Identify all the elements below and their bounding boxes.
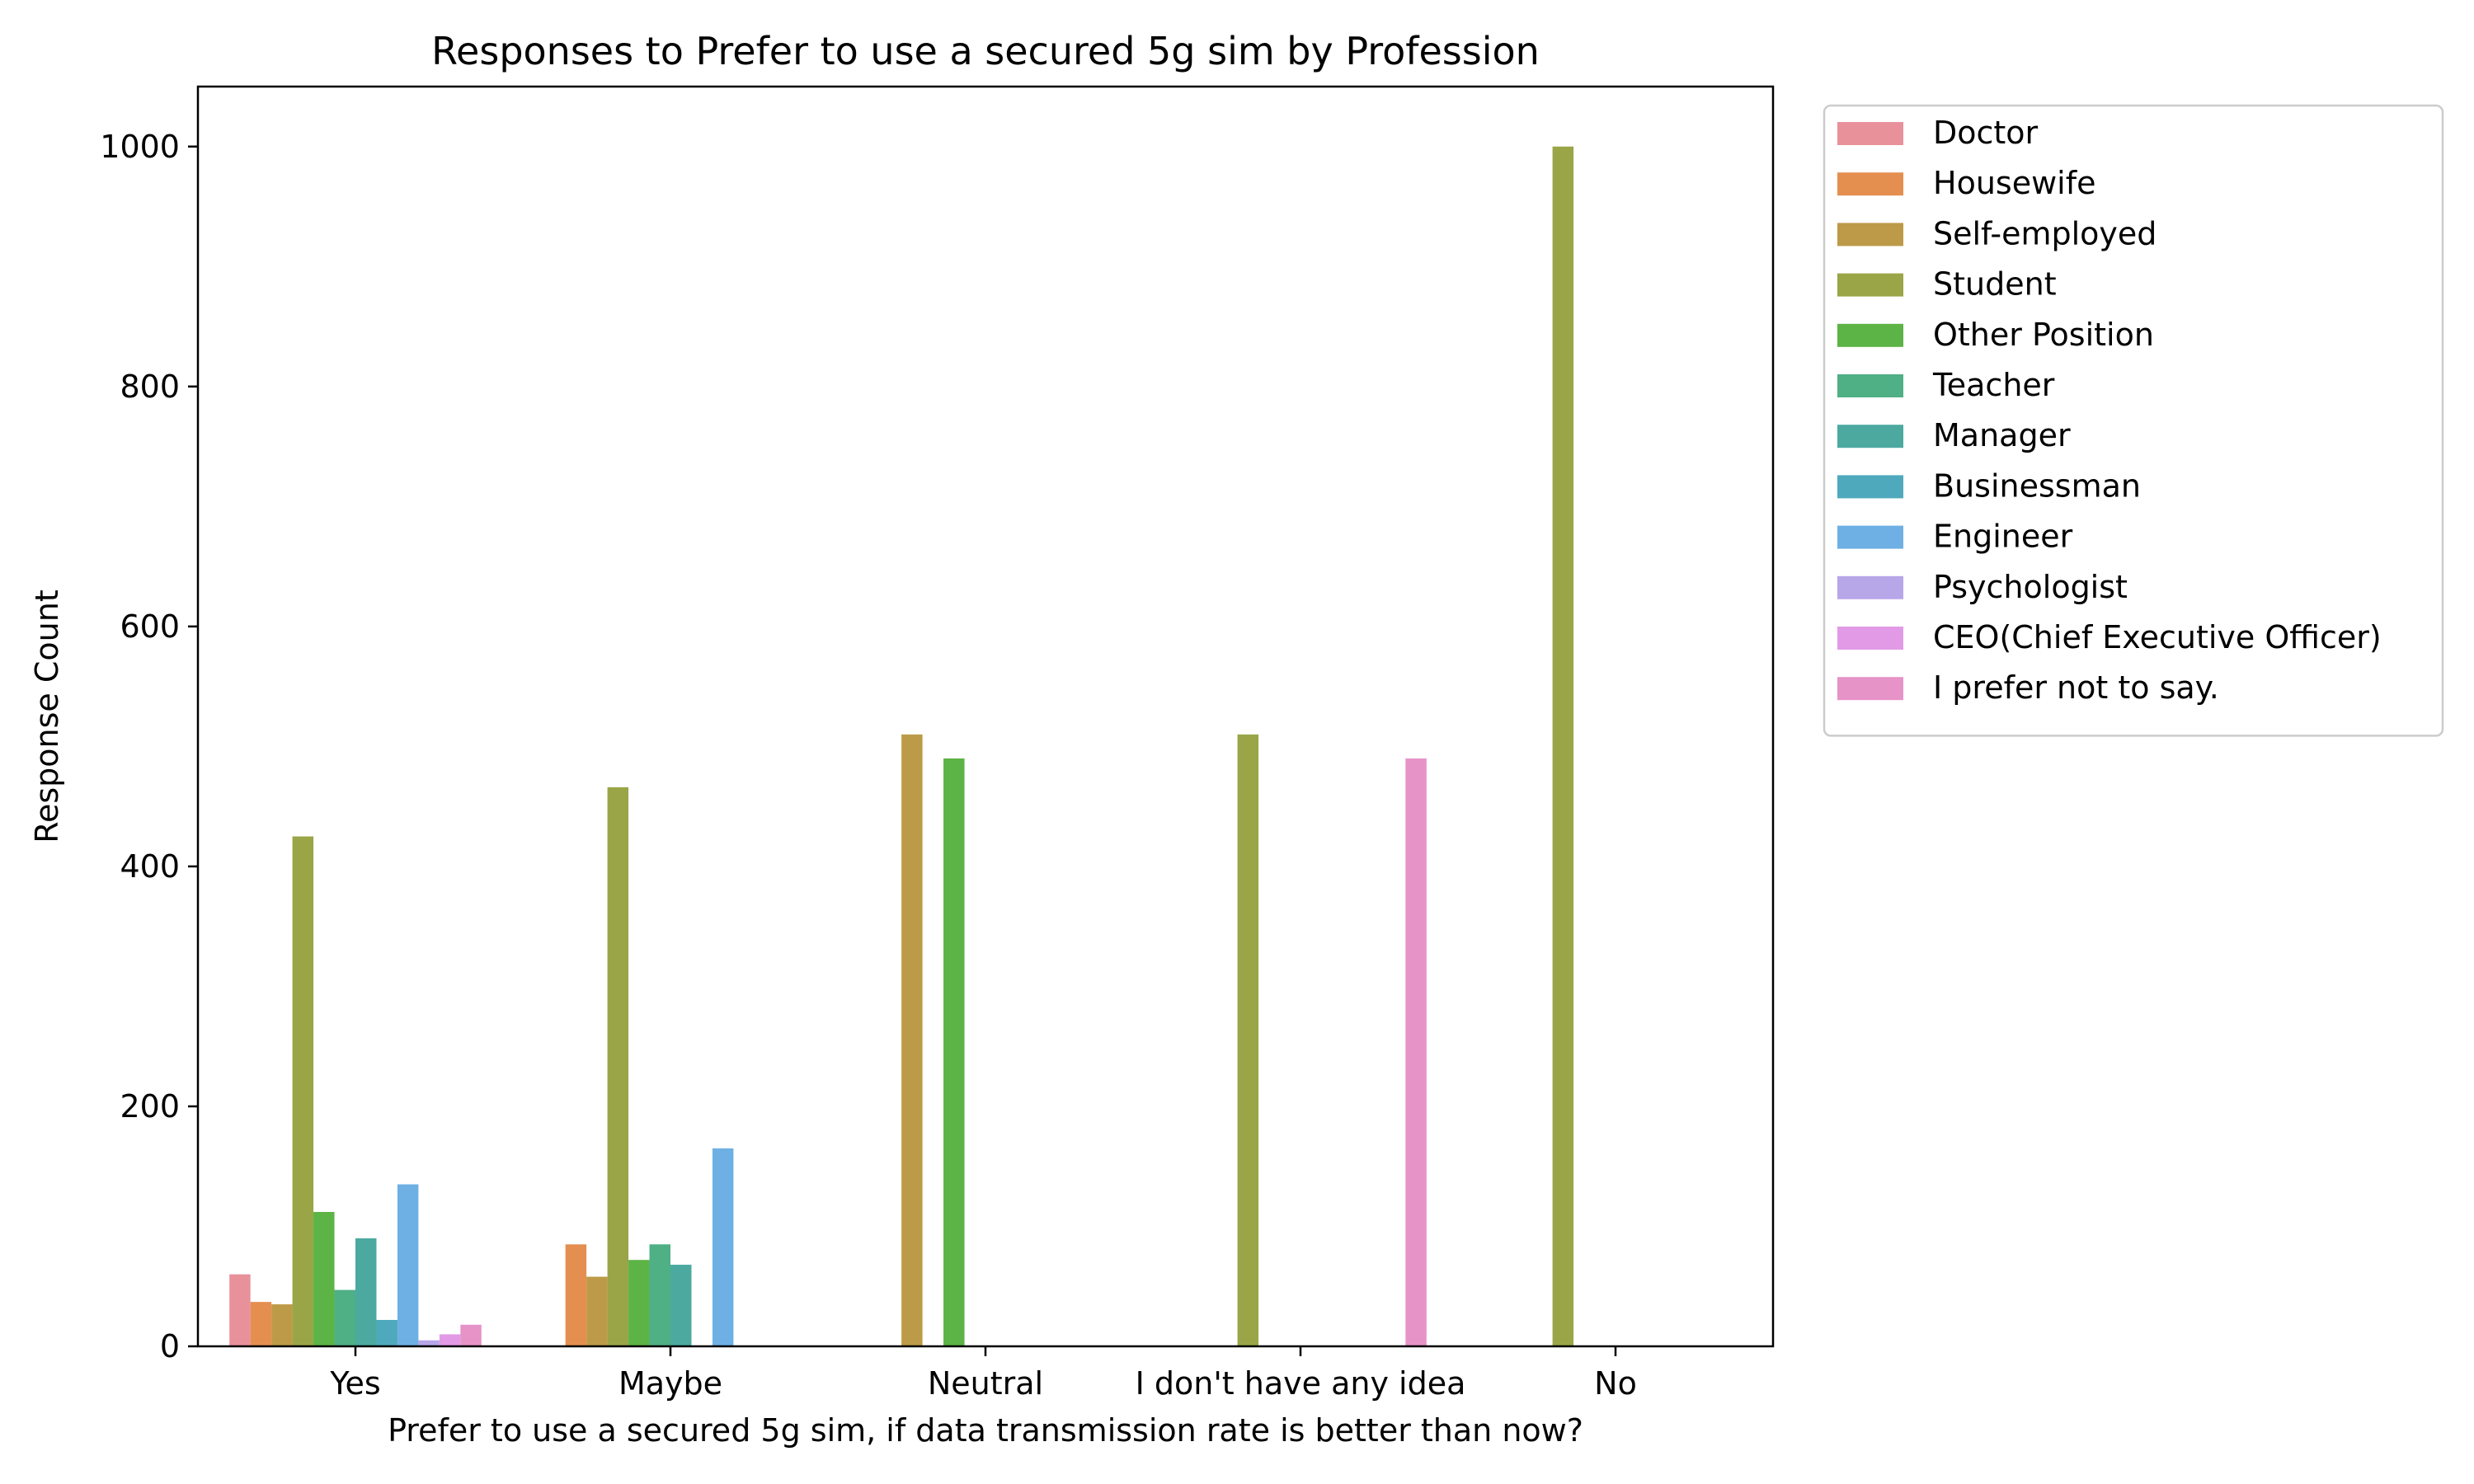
legend: Doctor Housewife Self-employed Student Other… (1823, 104, 2444, 737)
y-tick-label: 0 (160, 1328, 180, 1364)
legend-label: CEO(Chief Executive Officer) (1933, 619, 2382, 655)
legend-label: Psychologist (1933, 569, 2128, 605)
legend-swatch (1837, 273, 1903, 297)
legend-label: Teacher (1932, 367, 2055, 403)
bar-businessman-0 (376, 1319, 397, 1346)
legend-swatch (1837, 525, 1903, 549)
legend-swatch (1837, 122, 1903, 145)
legend-label: I prefer not to say. (1933, 669, 2219, 706)
bar-student-3 (1237, 734, 1259, 1346)
legend-swatch (1837, 172, 1903, 196)
legend-label: Student (1933, 266, 2057, 303)
bar-other-position-1 (628, 1260, 650, 1346)
chart-title: Responses to Prefer to use a secured 5g … (431, 29, 1540, 73)
legend-swatch (1837, 677, 1903, 701)
bar-other-position-0 (313, 1212, 335, 1346)
bar-i-prefer-not-to-say--0 (460, 1324, 482, 1346)
legend-swatch (1837, 425, 1903, 448)
bar-ceo-chief-executive-officer--0 (439, 1334, 461, 1346)
bar-housewife-0 (250, 1302, 272, 1346)
bar-student-1 (607, 787, 629, 1346)
legend-label: Doctor (1933, 115, 2039, 151)
bar-engineer-1 (712, 1148, 734, 1346)
y-tick-label: 1000 (100, 129, 180, 165)
bar-manager-1 (670, 1265, 692, 1346)
legend-swatch (1837, 374, 1903, 397)
legend-label: Housewife (1933, 165, 2095, 201)
legend-label: Other Position (1933, 317, 2154, 353)
x-tick-label: No (1594, 1365, 1637, 1402)
legend-label: Manager (1933, 417, 2071, 453)
legend-swatch (1837, 627, 1903, 650)
x-axis-title: Prefer to use a secured 5g sim, if data … (388, 1412, 1583, 1449)
bar-student-0 (292, 836, 314, 1346)
plot-frame (196, 85, 1775, 1348)
bar-self-employed-2 (901, 734, 923, 1346)
legend-label: Engineer (1933, 519, 2073, 555)
bar-psychologist-0 (418, 1340, 440, 1346)
bar-engineer-0 (397, 1184, 419, 1346)
bar-teacher-1 (649, 1244, 670, 1346)
legend-frame (1823, 104, 2444, 737)
bar-manager-0 (355, 1238, 377, 1346)
legend-swatch (1837, 223, 1903, 247)
bar-other-position-2 (943, 758, 965, 1346)
y-tick-label: 400 (120, 848, 180, 885)
y-tick-label: 200 (120, 1088, 180, 1125)
legend-swatch (1837, 575, 1903, 599)
y-tick-label: 800 (120, 369, 180, 405)
x-tick-label: Yes (329, 1365, 380, 1402)
bar-teacher-0 (334, 1289, 355, 1346)
bars-layer (229, 146, 1574, 1346)
y-axis-title: Response Count (29, 589, 65, 843)
legend-label: Self-employed (1933, 215, 2157, 251)
y-tick-label: 600 (120, 608, 180, 645)
legend-label: Businessman (1933, 467, 2141, 504)
legend-swatch (1837, 475, 1903, 499)
bar-student-4 (1552, 146, 1574, 1346)
x-tick-label: Maybe (618, 1365, 722, 1402)
bar-housewife-1 (565, 1244, 587, 1346)
legend-swatch (1837, 323, 1903, 347)
bar-doctor-0 (229, 1274, 251, 1346)
x-tick-label: I don't have any idea (1136, 1365, 1466, 1402)
axes-layer: 0 200 400 600 800 1000 Yes Maybe Neutral I don't … (100, 85, 1775, 1402)
bar-self-employed-1 (586, 1276, 608, 1346)
bar-i-prefer-not-to-say--3 (1405, 758, 1427, 1346)
bar-self-employed-0 (271, 1304, 293, 1346)
x-tick-label: Neutral (928, 1365, 1043, 1402)
